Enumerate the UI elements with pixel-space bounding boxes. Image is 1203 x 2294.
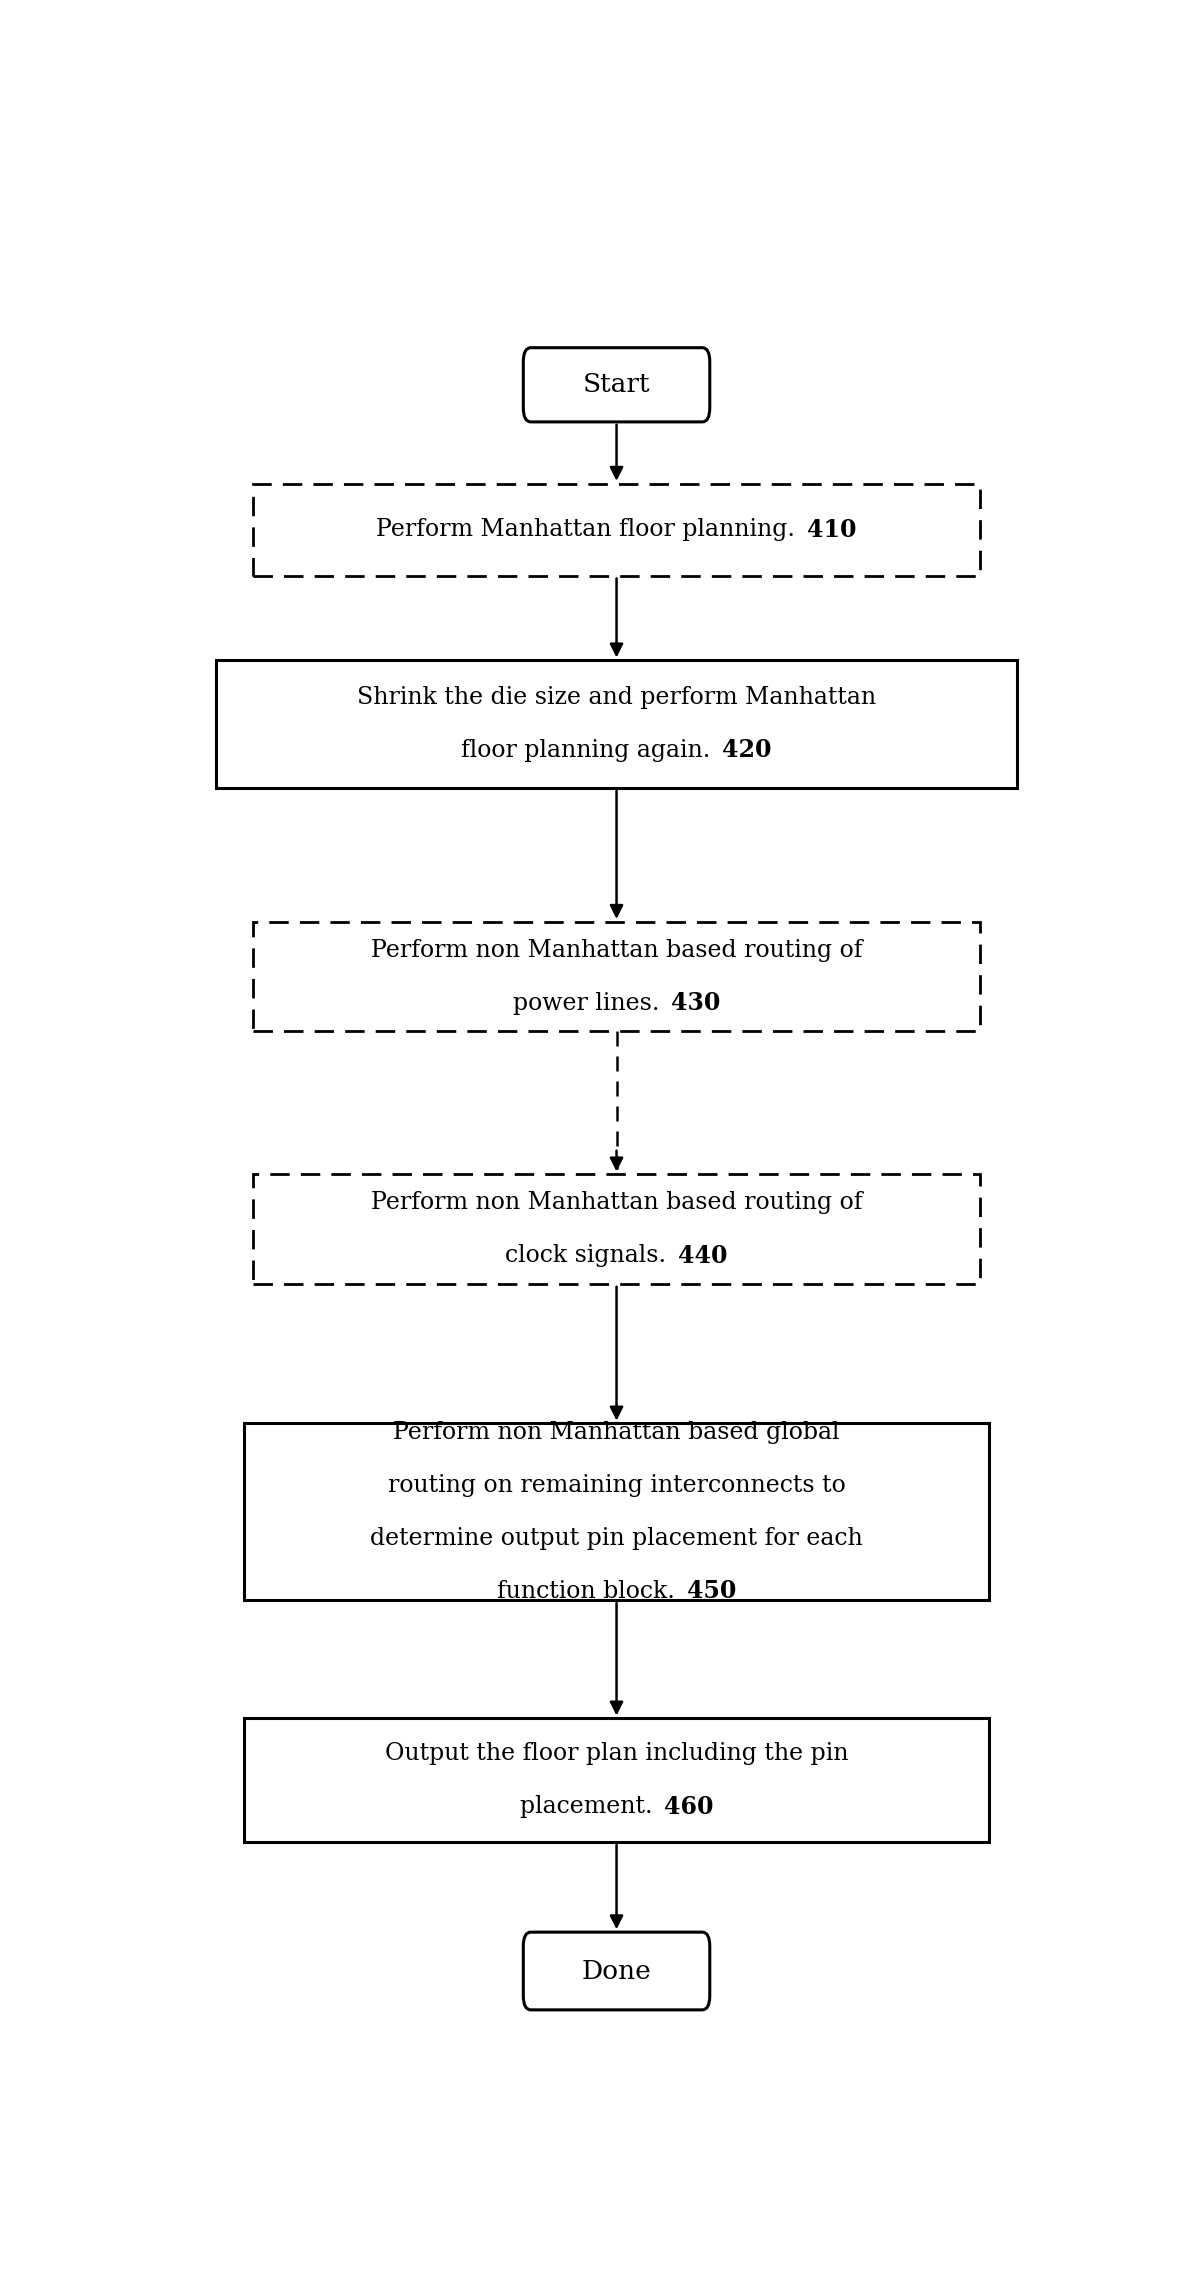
Text: 410: 410 <box>807 518 857 541</box>
Text: clock signals.: clock signals. <box>505 1243 678 1266</box>
Text: Start: Start <box>582 372 651 397</box>
FancyBboxPatch shape <box>253 484 980 576</box>
Text: 460: 460 <box>664 1794 713 1819</box>
Text: Perform non Manhattan based global: Perform non Manhattan based global <box>393 1420 840 1443</box>
FancyBboxPatch shape <box>523 1932 710 2010</box>
FancyBboxPatch shape <box>253 1175 980 1285</box>
Text: Perform non Manhattan based routing of: Perform non Manhattan based routing of <box>371 1191 863 1214</box>
Text: power lines.: power lines. <box>512 991 671 1014</box>
Text: Done: Done <box>582 1959 651 1984</box>
Text: 440: 440 <box>678 1243 728 1269</box>
Text: Output the floor plan including the pin: Output the floor plan including the pin <box>385 1741 848 1766</box>
Text: routing on remaining interconnects to: routing on remaining interconnects to <box>387 1473 846 1496</box>
Text: floor planning again.: floor planning again. <box>461 739 723 762</box>
Text: determine output pin placement for each: determine output pin placement for each <box>371 1528 863 1551</box>
Text: 430: 430 <box>671 991 721 1014</box>
FancyBboxPatch shape <box>523 349 710 422</box>
Text: Shrink the die size and perform Manhattan: Shrink the die size and perform Manhatta… <box>357 686 876 709</box>
FancyBboxPatch shape <box>243 1718 990 1842</box>
FancyBboxPatch shape <box>243 1422 990 1601</box>
Text: Perform Manhattan floor planning.: Perform Manhattan floor planning. <box>377 518 807 541</box>
Text: 450: 450 <box>687 1578 736 1604</box>
Text: 420: 420 <box>723 739 772 762</box>
Text: function block.: function block. <box>497 1581 687 1604</box>
Text: Perform non Manhattan based routing of: Perform non Manhattan based routing of <box>371 938 863 961</box>
FancyBboxPatch shape <box>215 661 1018 787</box>
FancyBboxPatch shape <box>253 922 980 1032</box>
Text: placement.: placement. <box>520 1796 664 1819</box>
